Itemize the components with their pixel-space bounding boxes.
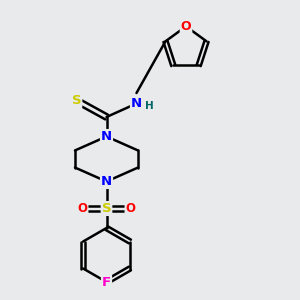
Text: N: N [131, 97, 142, 110]
Text: N: N [101, 130, 112, 143]
Text: O: O [77, 202, 88, 215]
Text: O: O [181, 20, 191, 33]
Text: F: F [102, 275, 111, 289]
Text: O: O [125, 202, 136, 215]
Text: N: N [101, 175, 112, 188]
Text: S: S [102, 202, 111, 215]
Text: H: H [145, 101, 154, 111]
Text: S: S [72, 94, 81, 107]
